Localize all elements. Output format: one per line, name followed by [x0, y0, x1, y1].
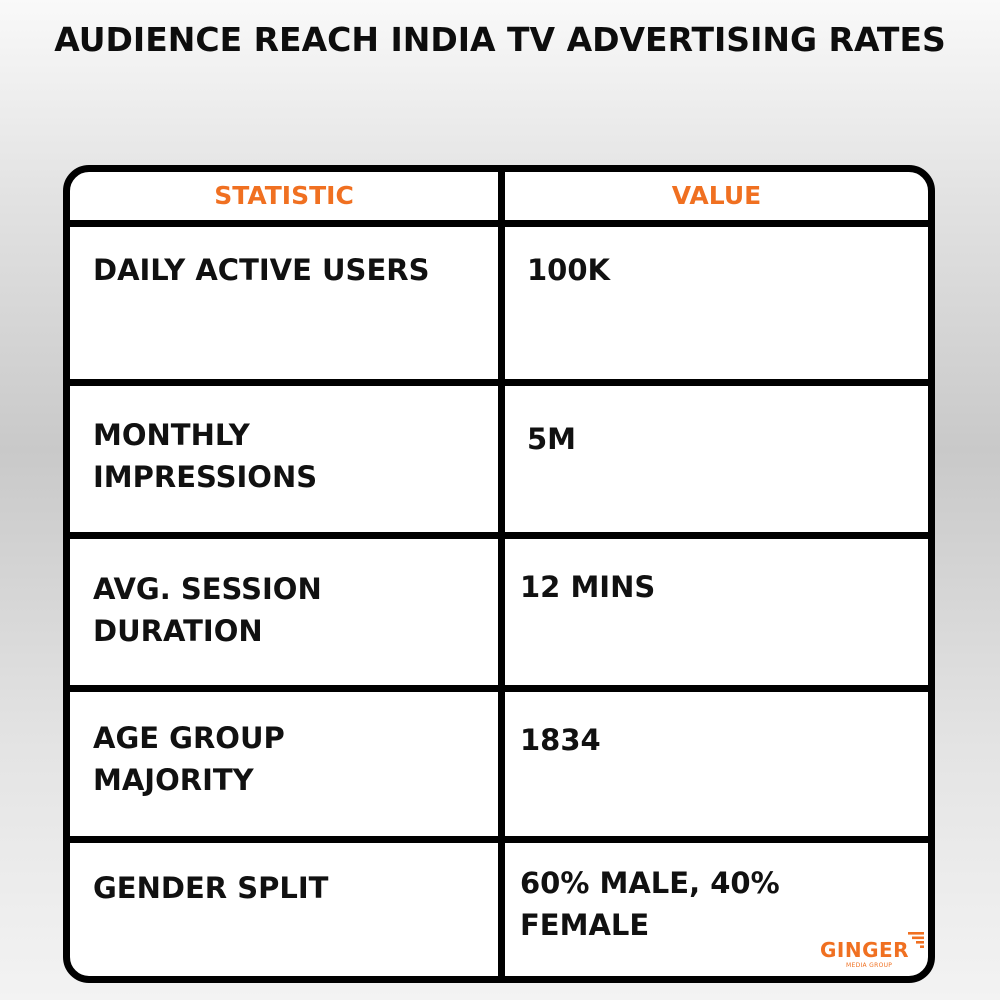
row-divider [70, 836, 928, 843]
ginger-logo: GINGER MEDIA GROUP [820, 932, 928, 972]
row-divider [70, 685, 928, 692]
statistic-cell: DAILY ACTIVE USERS [93, 253, 430, 287]
signal-bars-icon [908, 932, 924, 948]
value-cell: 12 MINS [520, 570, 656, 604]
statistic-cell: GENDER SPLIT [93, 871, 329, 905]
row-divider [70, 220, 928, 227]
logo-wordmark: GINGER [820, 938, 910, 962]
value-cell: 60% MALE, 40% FEMALE [520, 866, 780, 942]
value-cell: 100K [527, 253, 611, 287]
statistic-cell: MONTHLY IMPRESSIONS [93, 418, 318, 494]
column-divider [498, 172, 505, 976]
row-divider [70, 379, 928, 386]
value-cell: 1834 [520, 723, 601, 757]
value-cell: 5M [527, 422, 577, 456]
statistics-table: STATISTIC VALUE DAILY ACTIVE USERS 100K … [63, 165, 935, 983]
statistic-cell: AVG. SESSION DURATION [93, 572, 322, 648]
logo-tagline: MEDIA GROUP [846, 962, 893, 969]
page-title: AUDIENCE REACH INDIA TV ADVERTISING RATE… [54, 20, 946, 59]
statistic-cell: AGE GROUP MAJORITY [93, 721, 285, 797]
header-statistic: STATISTIC [214, 181, 354, 210]
row-divider [70, 532, 928, 539]
header-value: VALUE [671, 181, 762, 210]
